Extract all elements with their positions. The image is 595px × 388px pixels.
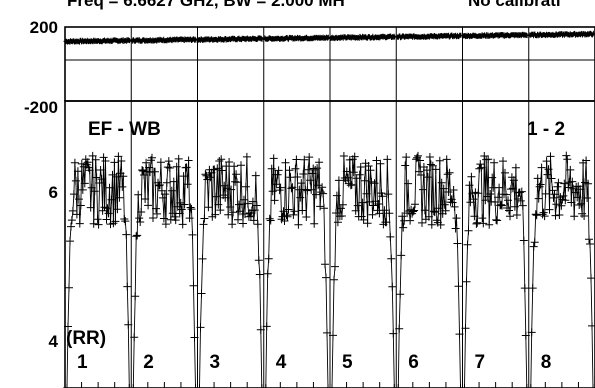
amplitude-panel: 6 4 EF - WB 1 - 2 (RR) 1 2 3 4 5 6 7 8: [49, 100, 595, 388]
amplitude-dividers: [130, 101, 530, 388]
panel-label-1: 1: [77, 352, 88, 373]
amplitude-series-markers-6: [394, 151, 465, 388]
amplitude-series-markers-7: [460, 152, 531, 388]
amplitude-series-markers-5: [328, 152, 399, 388]
amplitude-ytick-label-4: 4: [49, 332, 59, 351]
panel-label-8: 8: [541, 352, 552, 373]
phase-ytick-label-bottom: -200: [24, 98, 58, 117]
amplitude-ytick-label-6: 6: [49, 183, 58, 202]
amplitude-ticks: [81, 382, 579, 388]
amplitude-series-line-7: [464, 155, 528, 388]
calibration-status-text: No calibrati: [468, 0, 561, 10]
polarization-label: (RR): [66, 328, 106, 349]
panel-labels: 1 2 3 4 5 6 7 8: [77, 352, 551, 373]
amplitude-series-markers-2: [129, 153, 200, 388]
header-row: Freq = 6.6627 GHz, BW = 2.000 MH No cali…: [67, 0, 561, 10]
baseline-pair-label: 1 - 2: [527, 119, 565, 140]
baseband-label: EF - WB: [88, 119, 161, 140]
amplitude-series-line-5: [331, 155, 395, 388]
amplitude-series-markers-8: [526, 151, 595, 388]
phase-series: [63, 30, 595, 45]
panel-label-2: 2: [143, 352, 154, 373]
phase-panel: 200 -200: [24, 18, 595, 117]
amplitude-series-markers-3: [195, 152, 266, 388]
panel-label-6: 6: [408, 352, 419, 373]
amplitude-series-markers-4: [261, 153, 332, 388]
panel-label-7: 7: [475, 352, 486, 373]
amplitude-series-markers-1: [63, 151, 134, 388]
panel-label-3: 3: [210, 352, 221, 373]
panel-label-5: 5: [342, 352, 353, 373]
panel-label-4: 4: [276, 352, 287, 373]
amplitude-series-line-6: [397, 154, 461, 388]
frequency-bandwidth-text: Freq = 6.6627 GHz, BW = 2.000 MH: [67, 0, 345, 10]
phase-marks: [63, 30, 595, 45]
phase-ytick-label-top: 200: [30, 18, 58, 37]
amplitude-series-line-4: [265, 157, 329, 388]
amplitude-marks: [63, 151, 595, 388]
